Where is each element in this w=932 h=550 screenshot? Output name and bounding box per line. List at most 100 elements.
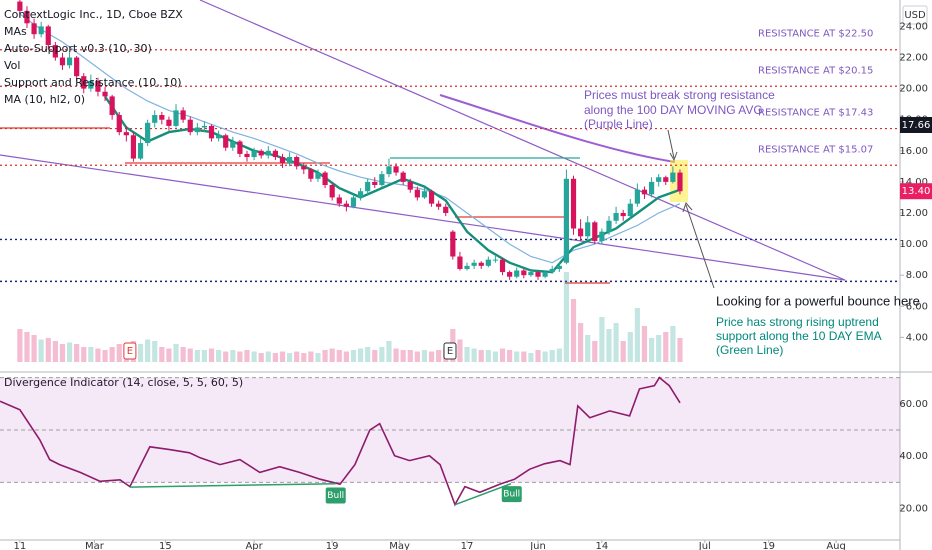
candle-body [52, 45, 58, 58]
candle-body [123, 132, 129, 136]
candle-body [251, 150, 257, 158]
volume-bar [322, 350, 328, 362]
candle-body [663, 177, 669, 182]
volume-bar [166, 348, 172, 362]
volume-bar [201, 350, 208, 362]
volume-bar [592, 341, 598, 362]
candle-body [677, 172, 683, 192]
candle-body [329, 185, 335, 198]
candle-body [514, 270, 520, 277]
candle-body [194, 127, 200, 133]
candle-body [471, 262, 477, 266]
volume-bar [343, 351, 349, 362]
volume-bar [272, 353, 278, 362]
candle-body [585, 222, 591, 237]
volume-bar [648, 338, 655, 362]
candle-body [17, 1, 23, 11]
x-tick-label: 19 [326, 541, 339, 550]
volume-bar [421, 350, 428, 362]
x-tick-label: 17 [461, 541, 474, 550]
candle-body [499, 259, 506, 273]
candle-body [137, 143, 144, 159]
y-tick-label: 6.00 [906, 301, 928, 312]
candle-body [24, 10, 30, 24]
volume-bar [400, 350, 406, 362]
volume-bar [102, 350, 108, 362]
currency: USD [904, 10, 926, 21]
price-label-box [900, 116, 932, 133]
chart-title: ContextLogic Inc., 1D, Cboe BZX [4, 8, 183, 21]
candle-body [357, 191, 364, 198]
earnings-label: E [447, 346, 453, 357]
candle-body [606, 220, 612, 232]
candle-body [577, 228, 584, 237]
candle-body [66, 57, 73, 66]
volume-bar [294, 351, 300, 362]
volume-bar [514, 351, 520, 362]
volume-bar [95, 348, 101, 362]
candle-body [315, 172, 321, 179]
volume-bar [301, 353, 307, 362]
volume-bar [372, 350, 378, 362]
y-tick-label: 22.00 [899, 53, 928, 64]
candle-body [145, 122, 151, 144]
y-tick-label: 20.00 [899, 504, 928, 515]
candle-body [95, 80, 101, 92]
candle-body [223, 135, 229, 148]
x-tick-label: 19 [762, 541, 775, 550]
candle-body [372, 181, 378, 185]
volume-bar [542, 351, 548, 362]
volume-bar [59, 344, 66, 362]
candle-body [457, 256, 463, 269]
legend-item: MA (10, hl2, 0) [4, 93, 85, 106]
volume-bar [627, 332, 633, 362]
volume-bar [414, 351, 420, 362]
trendline [199, 0, 846, 281]
candle-body [670, 172, 676, 182]
y-tick-label: 4.00 [906, 332, 928, 343]
volume-bar [485, 350, 491, 362]
legend-item: MAs [4, 25, 27, 38]
plot-layer [0, 0, 900, 362]
volume-bar [31, 335, 37, 362]
volume-bar [180, 347, 186, 362]
candle-body [492, 259, 499, 261]
volume-bar [499, 348, 506, 362]
price-label: 17.66 [902, 120, 931, 131]
volume-bar [137, 344, 144, 362]
candle-body [592, 222, 598, 241]
candle-body [230, 141, 236, 148]
earnings-label: E [127, 346, 133, 357]
candle-body [237, 141, 243, 154]
volume-bar [386, 341, 392, 362]
arrow [685, 204, 715, 289]
resistance-label: RESISTANCE AT $17.43 [758, 108, 873, 119]
y-tick-label: 24.00 [899, 21, 928, 32]
volume-bar [570, 299, 577, 362]
annotation: along the 100 DAY MOVING AVG [584, 103, 763, 117]
volume-bar [116, 344, 122, 362]
candle-body [393, 166, 399, 173]
x-tick-label: 15 [159, 541, 172, 550]
volume-bar [620, 341, 626, 362]
volume-bar [329, 348, 335, 362]
volume-bar [478, 350, 484, 362]
candle-body [521, 270, 527, 276]
volume-bar [336, 350, 342, 362]
candle-body [31, 23, 37, 35]
volume-bar [407, 350, 413, 362]
x-tick-label: Mar [85, 541, 105, 550]
volume-bar [677, 338, 683, 362]
volume-bar [535, 350, 541, 362]
volume-bar [244, 350, 250, 362]
volume-bar [464, 347, 470, 362]
moving-average-100 [439, 94, 676, 163]
volume-bar [613, 323, 619, 362]
legend-item: Support and Resistance (10, 10) [4, 76, 182, 89]
volume-bar [379, 347, 385, 362]
candle-body [244, 153, 250, 158]
candle-body [88, 80, 94, 89]
candle-body [386, 166, 392, 175]
candle-body [166, 119, 172, 126]
